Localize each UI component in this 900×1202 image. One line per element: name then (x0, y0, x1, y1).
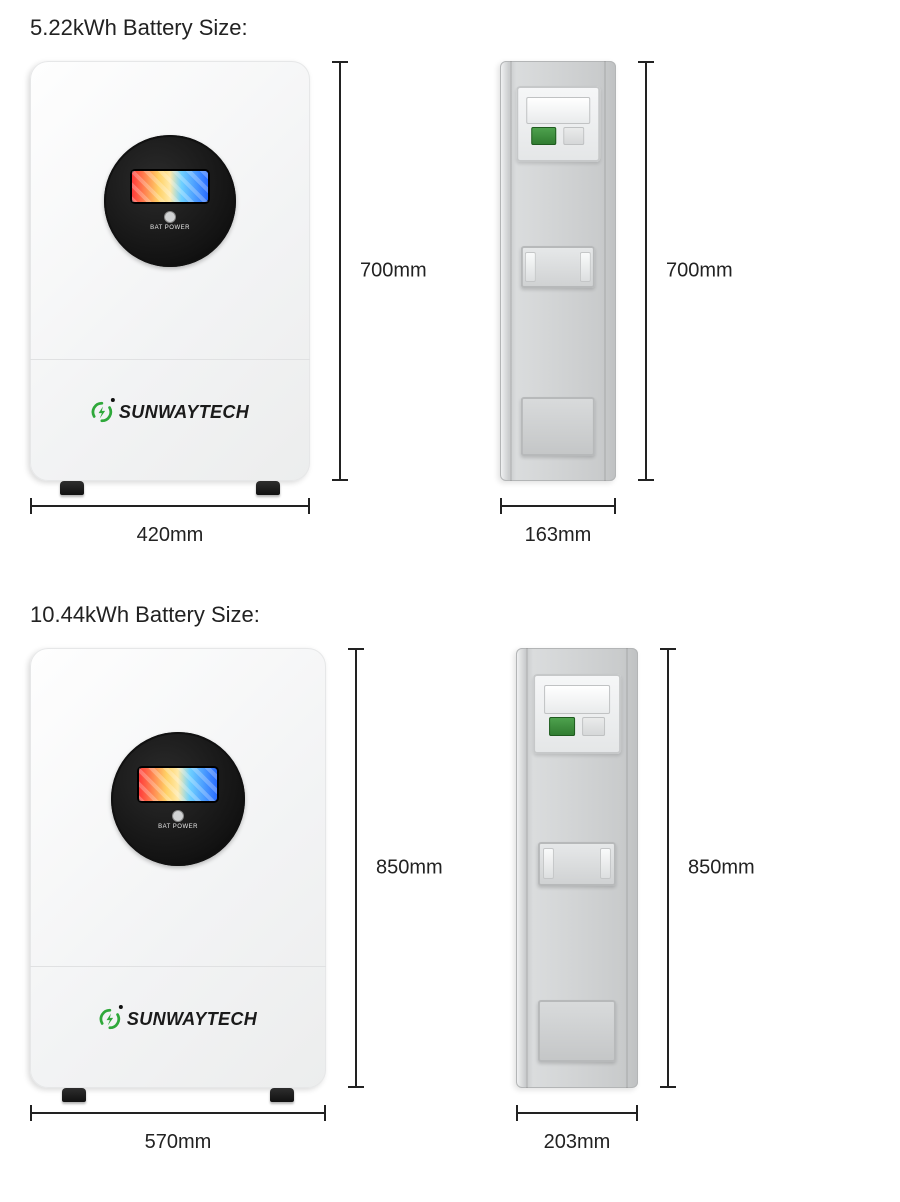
battery-foot (270, 1088, 294, 1102)
depth-dimension (516, 1103, 638, 1123)
battery-foot (256, 481, 280, 495)
width-dimension (30, 1103, 326, 1123)
mount-bracket (521, 246, 595, 288)
power-label: BAT POWER (158, 824, 198, 830)
depth-label: 203mm (544, 1131, 611, 1154)
depth-label: 163mm (525, 524, 592, 547)
height-dimension: 850mm (658, 648, 678, 1088)
height-label: 700mm (666, 260, 733, 283)
height-label: 850mm (376, 857, 443, 880)
battery-foot (62, 1088, 86, 1102)
height-dimension: 850mm (346, 648, 366, 1088)
battery-screen (132, 171, 209, 203)
breaker-port-icon (582, 717, 605, 736)
depth-dimension (500, 496, 616, 516)
power-button-icon (165, 212, 175, 222)
section-title: 5.22kWh Battery Size: (30, 15, 870, 41)
battery-screen (139, 768, 217, 800)
vent-panel (521, 397, 595, 456)
mount-bracket (538, 842, 616, 886)
brand-name: SUNWAYTECH (127, 1009, 257, 1030)
breaker-switch-icon (531, 127, 556, 145)
breaker-box (533, 674, 621, 753)
battery-display-dial: BAT POWER (111, 732, 245, 866)
power-button-icon (173, 811, 183, 821)
breaker-port-icon (563, 127, 585, 145)
width-label: 570mm (145, 1131, 212, 1154)
breaker-box (516, 86, 600, 162)
battery-front-view: BAT POWER SUNWAYTECH (30, 61, 310, 481)
battery-side-view (500, 61, 616, 481)
battery-front-view: BAT POWER SUNWAYTECH (30, 648, 326, 1088)
section-title: 10.44kWh Battery Size: (30, 602, 870, 628)
brand-logo: SUNWAYTECH (99, 1008, 257, 1030)
brand-name: SUNWAYTECH (119, 402, 249, 423)
product-section: 5.22kWh Battery Size: BAT POWER (0, 15, 900, 587)
height-dimension: 700mm (330, 61, 350, 481)
power-label: BAT POWER (150, 225, 190, 231)
product-section: 10.44kWh Battery Size: BAT POWER (0, 602, 900, 1194)
battery-foot (60, 481, 84, 495)
brand-mark-icon (99, 1008, 121, 1030)
width-label: 420mm (137, 524, 204, 547)
battery-side-view (516, 648, 638, 1088)
battery-display-dial: BAT POWER (104, 135, 236, 267)
height-label: 700mm (360, 260, 427, 283)
height-label: 850mm (688, 857, 755, 880)
breaker-switch-icon (549, 717, 575, 736)
height-dimension: 700mm (636, 61, 656, 481)
brand-logo: SUNWAYTECH (91, 401, 249, 423)
width-dimension (30, 496, 310, 516)
vent-panel (538, 1000, 616, 1062)
brand-mark-icon (91, 401, 113, 423)
